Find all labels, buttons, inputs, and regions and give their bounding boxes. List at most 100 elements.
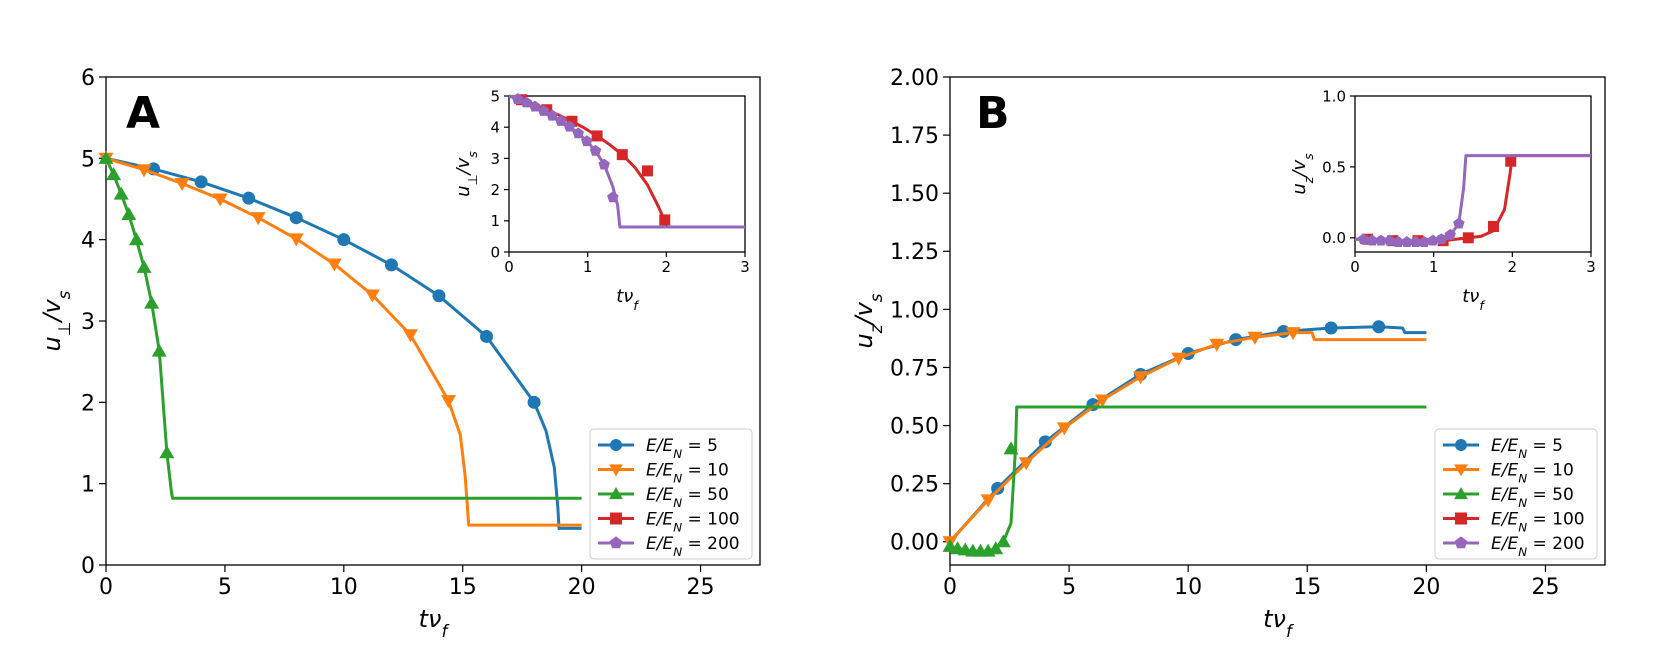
data-point [174,178,190,192]
y-axis-label-part: s [54,290,74,299]
data-point [1018,457,1034,471]
legend-marker [1454,536,1468,549]
data-point [527,395,541,409]
data-point [1171,352,1187,366]
data-point [250,212,266,226]
panel-label: A [126,88,160,139]
x-axis-label-part: tν [616,286,633,307]
data-point [440,395,456,409]
x-tick-label: 25 [687,575,715,600]
legend-marker [1455,439,1467,451]
y-axis-label: u⊥/vs [38,290,74,351]
legend-marker [1455,512,1467,525]
x-tick-label: 1 [1429,258,1439,276]
y-axis-label-part: ⊥ [54,322,74,337]
x-tick-label: 10 [330,575,358,600]
data-point [529,100,541,112]
plot-frame [508,95,746,253]
data-point [659,214,671,226]
y-axis-label-part: z [866,323,886,334]
y-tick-label: 1.0 [1322,87,1346,105]
data-point [1435,233,1448,245]
data-point [289,211,303,225]
data-point [159,445,175,459]
y-axis-label-part: s [465,151,480,158]
data-point [128,232,144,246]
data-point [520,96,533,108]
data-point [326,258,342,272]
legend-label-part: E/E [646,510,673,530]
x-axis-label-part: tν [1263,605,1286,633]
y-tick-label: 2.00 [890,66,939,91]
x-axis-label: tνf [616,286,640,313]
legend-label-part: E/E [1491,510,1518,530]
y-axis-label: uz/vs [850,293,886,348]
data-point [641,165,653,177]
data-point [1409,236,1422,247]
data-point [402,329,418,343]
legend-label-part: N [673,545,682,559]
data-point [98,150,114,164]
data-point [1209,338,1225,352]
y-tick-label: 0.75 [890,356,939,381]
x-tick-label: 3 [740,258,750,276]
legend-label: E/EN = 10 [1491,461,1574,486]
x-tick-label: 15 [449,575,477,600]
data-point [991,481,1005,495]
y-tick-label: 1 [490,212,500,230]
y-axis-label-part: s [1301,153,1316,160]
x-tick-label: 1 [583,258,593,276]
data-point [546,109,558,121]
data-point [1003,441,1019,455]
y-axis-label-part: /v [1289,160,1310,179]
series-line [508,94,745,229]
legend-label-part: = 100 [1527,510,1585,530]
x-tick-label: 0 [943,575,957,600]
data-point [1444,228,1456,240]
y-axis-label-part: ⊥ [465,174,480,185]
data-point [995,534,1011,548]
x-axis-label-part: f [1286,621,1295,641]
legend-label-part: E/E [1491,534,1518,554]
y-tick-label: 3 [81,310,95,335]
data-point [136,259,152,273]
data-point [616,149,628,161]
y-tick-label: 0.25 [890,473,939,498]
legend-label: E/EN = 100 [1491,510,1585,535]
data-point [598,158,610,170]
data-point [384,258,398,272]
y-tick-label: 2 [490,181,500,199]
data-point [1276,324,1290,338]
x-axis-label-part: f [633,298,640,313]
legend-label-part: = 5 [682,436,718,456]
y-tick-label: 1.00 [890,298,939,323]
y-axis-label-part: s [866,293,886,302]
y-axis-label-part: u [1289,183,1310,194]
data-point [1372,320,1386,334]
plot-frame [1354,95,1592,253]
legend-label: E/EN = 10 [646,461,729,486]
x-tick-label: 10 [1174,575,1202,600]
y-axis-label-part: /v [453,157,474,176]
x-tick-label: 0 [1350,258,1360,276]
legend-label-part: E/E [1491,436,1518,456]
legend-marker [610,512,622,525]
legend-label: E/EN = 50 [646,485,729,510]
data-point [1285,327,1301,341]
panel-a-inset: 0 1 2 3 0 1 2 3 4 5 tνf u⊥/vs [453,87,750,312]
data-point [1505,155,1517,167]
data-point [121,206,137,220]
legend-label-part: N [673,521,682,535]
legend-label-part: E/E [646,461,673,481]
legend-marker [610,439,622,451]
data-point [511,93,524,104]
legend-marker [609,487,623,500]
legend-label-part: E/E [1491,461,1518,481]
legend-label-part: = 10 [1527,461,1574,481]
x-tick-label: 0 [504,258,514,276]
legend-label: E/EN = 200 [1491,534,1585,559]
data-point [1038,435,1052,449]
x-tick-label: 20 [568,575,596,600]
y-tick-label: 1.75 [890,124,939,149]
